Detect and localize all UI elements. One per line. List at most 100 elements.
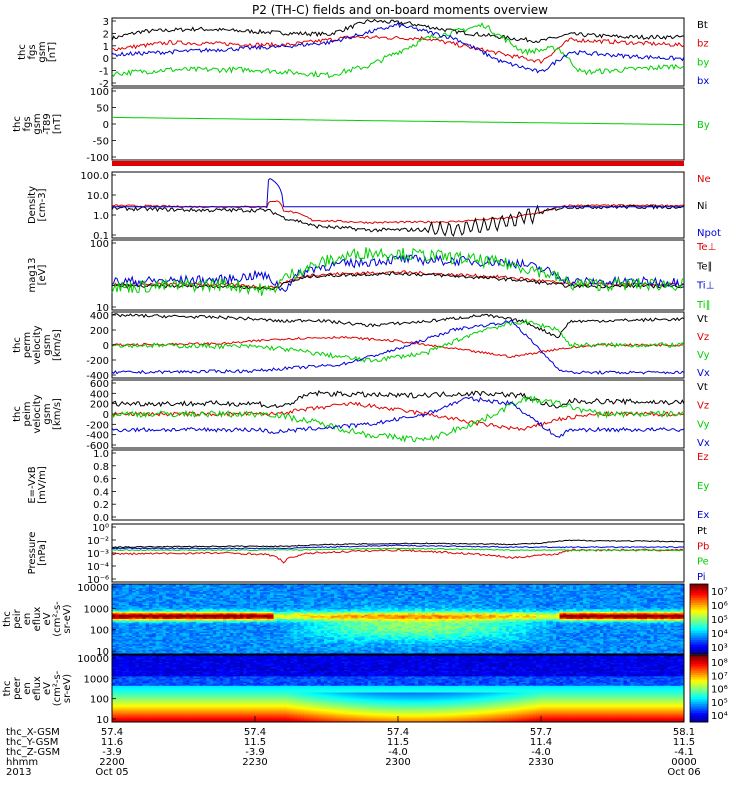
legend-Vz: Vz	[697, 401, 709, 412]
series-perm-Vx	[111, 319, 685, 375]
y-tick-label: 0.8	[93, 462, 109, 473]
y-tick-label: -200	[86, 420, 109, 431]
y-tick-label: 50	[96, 104, 109, 115]
series-density-Ne	[111, 200, 685, 225]
legend-Ez: Ez	[697, 452, 709, 463]
legend-Ne: Ne	[697, 174, 711, 185]
y-tick-label: 100	[90, 87, 109, 98]
y-tick-label: 1000	[84, 604, 109, 615]
y-tick-label: 100	[90, 626, 109, 637]
panel-exb: 1.0 0.8 0.60.4 0.2 0.0 E=-VxB[mV/m] Ez Ey Ex	[27, 449, 709, 524]
series-perm-Vz	[111, 335, 685, 359]
series-fgs-bz	[111, 35, 685, 65]
legend-bz: bz	[697, 39, 709, 50]
y-tick-label: 10	[96, 647, 109, 658]
panels: 3210-1-2thcfgsgsm[nT]Btbzbybx100500-50-1…	[2, 17, 728, 726]
legend-Ey: Ey	[697, 481, 709, 492]
footer-value: 11.5	[244, 737, 266, 748]
colorbar-tick-label: 10⁵	[711, 698, 728, 709]
colorbar-tick-label: 10⁶	[711, 685, 728, 696]
y-tick-label: 200	[90, 400, 109, 411]
y-tick-label: 0	[103, 341, 109, 352]
footer-value: -3.9	[102, 747, 122, 758]
legend-Pi: Pi	[697, 572, 706, 583]
colorbar-peer: 10⁸ 10⁷ 10⁶ 10⁵ 10⁴	[689, 654, 728, 723]
series-peim-Vx	[111, 396, 685, 439]
footer-value: 2330	[528, 757, 553, 768]
series-density-Npot	[112, 177, 684, 208]
series-pressure-Pt	[111, 539, 685, 549]
y-tick-label: 600	[90, 379, 109, 390]
panel-fgs2: 100 50 0 -50 -100 thcfgsgsm-T89[nT] By	[12, 87, 710, 164]
legend-Vy: Vy	[697, 350, 710, 361]
y-tick-label: -50	[93, 137, 109, 148]
legend-by: by	[697, 57, 709, 68]
series-pressure-Pe	[111, 547, 685, 552]
panel-peer: 10⁸ 10⁷ 10⁶ 10⁵ 10⁴ 10000 1000 100 10 thcpeerenef…	[2, 654, 728, 726]
colorbar-tick-label: 10⁴	[711, 629, 728, 640]
footer-value: 2200	[99, 757, 124, 768]
y-tick-label: 200	[90, 326, 109, 337]
y-axis-label-perm: thcpermvelocitygsm[km/s]	[12, 325, 63, 364]
y-tick-label: 10000	[77, 583, 109, 594]
legend-Pe: Pe	[697, 557, 709, 568]
series-perm-Vt	[111, 313, 685, 339]
footer-value: 0000	[671, 757, 696, 768]
footer-row-label: thc_X-GSM	[6, 727, 60, 738]
panel-density: 100.0 10.0 1.0 0.1 Density[cm-3] Ne Ni Npot	[27, 171, 721, 242]
legend-By: By	[697, 120, 710, 131]
y-tick-label: 10.0	[87, 191, 109, 202]
y-tick-label: 10⁻⁴	[87, 562, 109, 573]
y-tick-label: 400	[90, 389, 109, 400]
colorbar-tick-label: 10⁴	[711, 711, 728, 722]
frame-mag	[111, 239, 685, 311]
colorbar-peir: 10⁷ 10⁶ 10⁵ 10⁴ 10³	[689, 583, 728, 655]
y-tick-label: 0.4	[93, 487, 109, 498]
colorbar-tick-label: 10⁶	[711, 601, 728, 612]
legend-Pt: Pt	[697, 526, 707, 537]
panel-redbar	[112, 161, 684, 166]
y-tick-label: 0.1	[93, 231, 109, 242]
footer-value: -4.0	[531, 747, 551, 758]
legend-Npot: Npot	[697, 228, 721, 239]
footer-value: 2300	[385, 757, 410, 768]
y-tick-label: 10000	[77, 654, 109, 665]
legend-Vy: Vy	[697, 419, 710, 430]
legend-Vt: Vt	[697, 314, 708, 325]
footer-value: 2230	[242, 757, 267, 768]
y-tick-label: 100	[90, 239, 109, 250]
y-tick-label: 1	[103, 42, 109, 53]
footer-value: -4.0	[388, 747, 408, 758]
footer-value: -4.1	[674, 747, 694, 758]
colorbar-tick-label: 10³	[711, 643, 728, 654]
figure-title: P2 (TH-C) fields and on-board moments ov…	[252, 3, 548, 17]
series-mag-Ti⊥	[111, 253, 685, 293]
y-axis-label-fgs: thcfgsgsm[nT]	[17, 41, 58, 62]
legend-Ni: Ni	[697, 201, 707, 212]
y-tick-label: 1.0	[93, 449, 109, 460]
footer-value: 58.1	[673, 727, 695, 738]
y-axis-label-peer: thcpeerenefluxeV(cm²-s-sr-eV)	[2, 670, 73, 706]
y-tick-label: 0.2	[93, 500, 109, 511]
y-tick-label: 10	[96, 303, 109, 314]
footer-value: 11.5	[673, 737, 695, 748]
footer-value: 11.6	[101, 737, 123, 748]
legend-Vt: Vt	[697, 382, 708, 393]
footer-value: Oct 05	[95, 767, 128, 778]
y-tick-label: 10⁻³	[87, 549, 109, 560]
y-tick-label: -400	[86, 371, 109, 382]
footer-value: Oct 06	[667, 767, 700, 778]
red-status-bar	[112, 161, 684, 166]
legend-Vz: Vz	[697, 332, 709, 343]
y-axis-label-pressure: Pressure[nPa]	[27, 532, 48, 575]
series-mag-Ti∥	[111, 247, 685, 296]
series-fgs-Bt	[111, 18, 685, 44]
y-tick-label: 3	[103, 17, 109, 28]
footer-value: 11.4	[530, 737, 552, 748]
y-axis-label-density: Density[cm-3]	[27, 186, 48, 224]
y-tick-label: 0	[103, 120, 109, 131]
ephemeris-footer: thc_X-GSM 57.4 57.4 57.4 57.7 58.1 thc_Y-GSM 11…	[6, 727, 701, 778]
frame-exb	[111, 449, 685, 521]
